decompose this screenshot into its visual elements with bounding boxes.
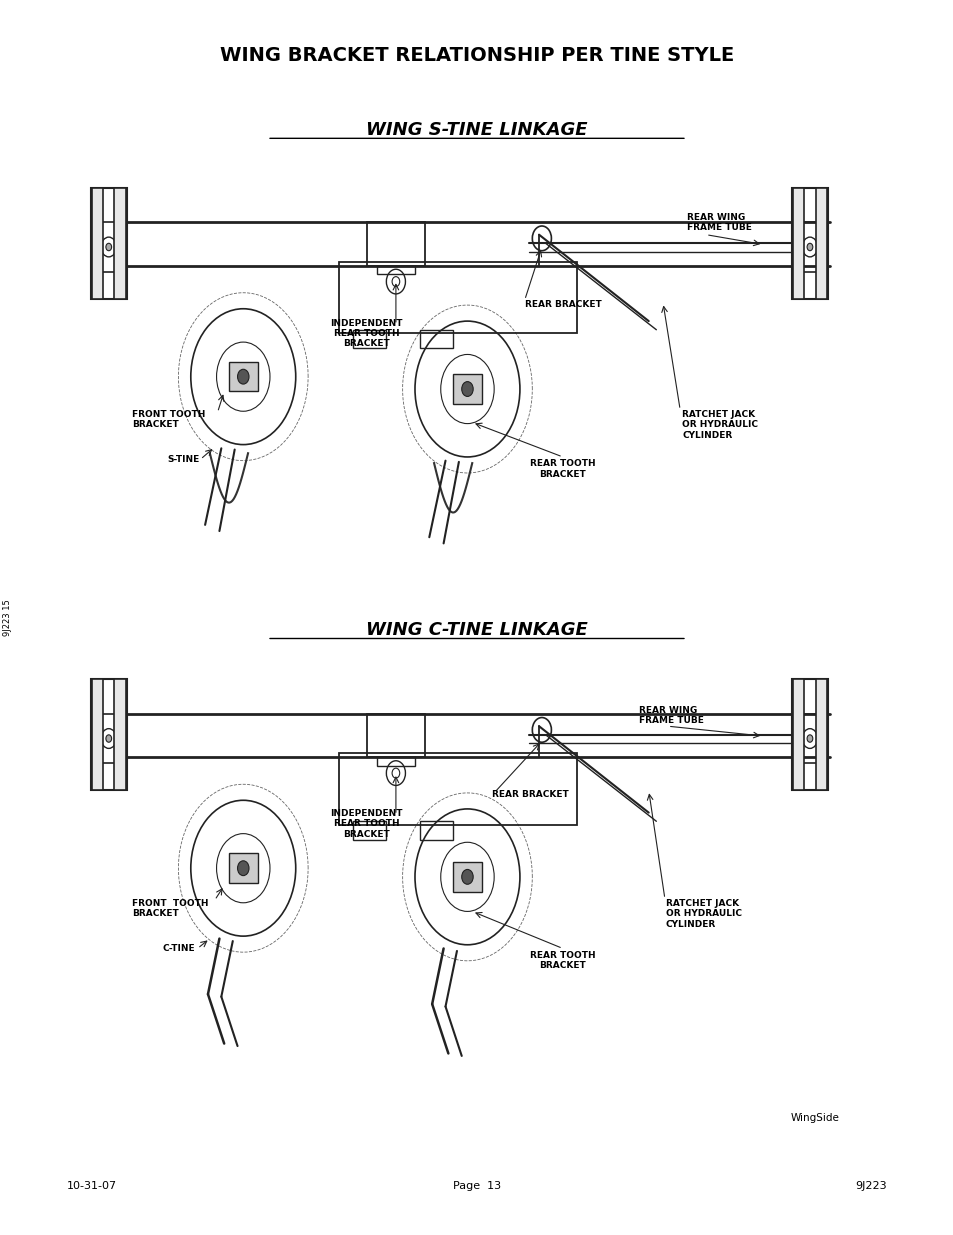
Text: Page  13: Page 13 bbox=[453, 1181, 500, 1191]
Text: INDEPENDENT
REAR TOOTH
BRACKET: INDEPENDENT REAR TOOTH BRACKET bbox=[330, 319, 402, 348]
Bar bbox=[367, 222, 424, 266]
Bar bbox=[114, 188, 126, 299]
Circle shape bbox=[461, 382, 473, 396]
Bar bbox=[792, 679, 803, 790]
Text: WING BRACKET RELATIONSHIP PER TINE STYLE: WING BRACKET RELATIONSHIP PER TINE STYLE bbox=[219, 46, 734, 65]
Text: WingSide: WingSide bbox=[790, 1113, 839, 1123]
Text: REAR TOOTH
BRACKET: REAR TOOTH BRACKET bbox=[530, 951, 595, 971]
Bar bbox=[91, 188, 103, 299]
Bar bbox=[791, 679, 827, 790]
Circle shape bbox=[237, 369, 249, 384]
Bar bbox=[338, 262, 577, 333]
Circle shape bbox=[237, 861, 249, 876]
Bar bbox=[367, 714, 424, 757]
Bar bbox=[229, 853, 257, 883]
Text: WING C-TINE LINKAGE: WING C-TINE LINKAGE bbox=[366, 621, 587, 638]
Text: RATCHET JACK
OR HYDRAULIC
CYLINDER: RATCHET JACK OR HYDRAULIC CYLINDER bbox=[681, 410, 758, 440]
Bar bbox=[91, 679, 127, 790]
Bar bbox=[791, 188, 827, 299]
Text: REAR WING
FRAME TUBE: REAR WING FRAME TUBE bbox=[639, 705, 703, 725]
Text: FRONT TOOTH
BRACKET: FRONT TOOTH BRACKET bbox=[132, 410, 205, 430]
Bar bbox=[419, 330, 453, 348]
Text: REAR WING
FRAME TUBE: REAR WING FRAME TUBE bbox=[686, 212, 751, 232]
Bar bbox=[91, 679, 103, 790]
Text: WING S-TINE LINKAGE: WING S-TINE LINKAGE bbox=[366, 121, 587, 138]
Bar bbox=[376, 266, 415, 274]
Text: FRONT  TOOTH
BRACKET: FRONT TOOTH BRACKET bbox=[132, 899, 208, 919]
Bar bbox=[338, 753, 577, 825]
Text: C-TINE: C-TINE bbox=[162, 944, 194, 953]
Text: S-TINE: S-TINE bbox=[167, 454, 199, 464]
Text: REAR BRACKET: REAR BRACKET bbox=[492, 790, 568, 799]
Bar bbox=[376, 757, 415, 766]
Bar bbox=[792, 188, 803, 299]
Bar bbox=[91, 188, 127, 299]
Bar bbox=[419, 821, 453, 840]
Text: REAR TOOTH
BRACKET: REAR TOOTH BRACKET bbox=[530, 459, 595, 479]
Circle shape bbox=[806, 243, 812, 251]
Text: INDEPENDENT
REAR TOOTH
BRACKET: INDEPENDENT REAR TOOTH BRACKET bbox=[330, 809, 402, 839]
Circle shape bbox=[106, 735, 112, 742]
Text: 9J223 15: 9J223 15 bbox=[3, 599, 12, 636]
Bar bbox=[453, 862, 481, 892]
Bar bbox=[815, 188, 826, 299]
Circle shape bbox=[461, 869, 473, 884]
Text: 9J223: 9J223 bbox=[855, 1181, 886, 1191]
Circle shape bbox=[106, 243, 112, 251]
Bar bbox=[815, 679, 826, 790]
Bar bbox=[229, 362, 257, 391]
Bar bbox=[353, 330, 386, 348]
Text: REAR BRACKET: REAR BRACKET bbox=[524, 300, 600, 309]
Bar bbox=[114, 679, 126, 790]
Text: 10-31-07: 10-31-07 bbox=[67, 1181, 117, 1191]
Text: RATCHET JACK
OR HYDRAULIC
CYLINDER: RATCHET JACK OR HYDRAULIC CYLINDER bbox=[665, 899, 741, 929]
Bar bbox=[353, 821, 386, 840]
Bar bbox=[453, 374, 481, 404]
Circle shape bbox=[806, 735, 812, 742]
